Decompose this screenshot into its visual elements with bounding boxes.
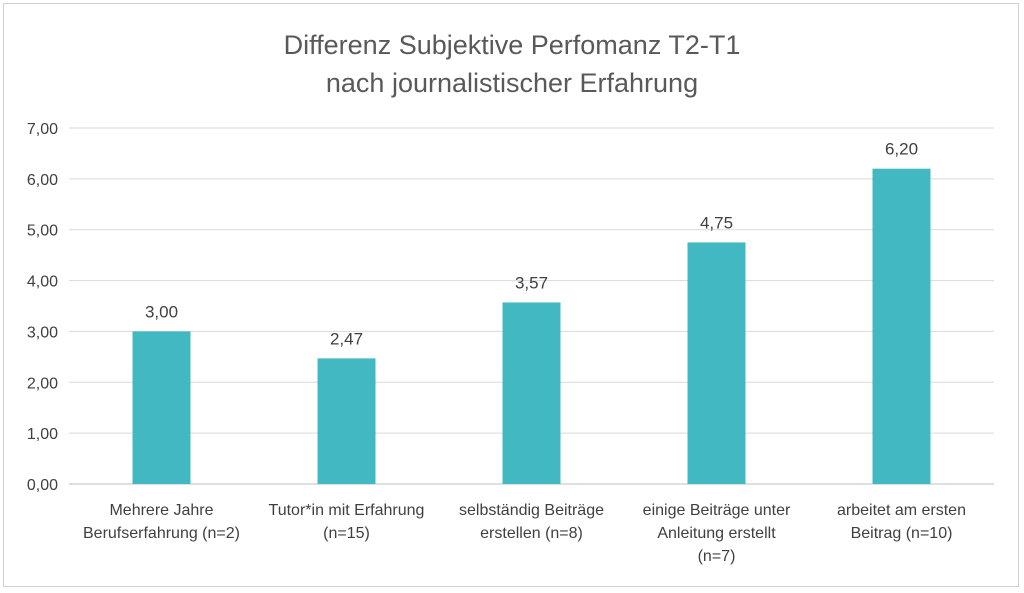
bars: 3,00 2,47 3,57 4,75 6,20 bbox=[132, 140, 931, 484]
bar-chart: Differenz Subjektive Perfomanz T2-T1 nac… bbox=[27, 30, 994, 565]
bar bbox=[687, 242, 746, 484]
chart-frame: Differenz Subjektive Perfomanz T2-T1 nac… bbox=[3, 3, 1019, 587]
bar bbox=[132, 331, 191, 484]
category-label: Mehrere Jahre bbox=[109, 502, 213, 519]
x-axis: Mehrere Jahre Berufserfahrung (n=2) Tutor*… bbox=[83, 502, 966, 565]
y-tick-label: 1,00 bbox=[27, 426, 58, 443]
y-tick-label: 4,00 bbox=[27, 274, 58, 291]
bar bbox=[317, 358, 376, 484]
bar bbox=[872, 168, 931, 484]
category-label: Tutor*in mit Erfahrung bbox=[269, 502, 425, 519]
y-tick-label: 6,00 bbox=[27, 172, 58, 189]
category-label: erstellen (n=8) bbox=[480, 525, 583, 542]
chart-title-line-1: Differenz Subjektive Perfomanz T2-T1 bbox=[284, 30, 741, 60]
category-label: (n=15) bbox=[323, 525, 370, 542]
data-label: 2,47 bbox=[330, 329, 363, 348]
y-tick-label: 0,00 bbox=[27, 477, 58, 494]
category-label: einige Beiträge unter bbox=[643, 502, 791, 519]
chart-title: Differenz Subjektive Perfomanz T2-T1 nac… bbox=[284, 30, 741, 98]
data-label: 3,00 bbox=[145, 302, 178, 321]
data-label: 3,57 bbox=[515, 273, 548, 292]
y-tick-label: 7,00 bbox=[27, 121, 58, 138]
category-label: arbeitet am ersten bbox=[837, 502, 966, 519]
category-label: Anleitung erstellt bbox=[657, 525, 776, 542]
chart-title-line-2: nach journalistischer Erfahrung bbox=[326, 68, 698, 98]
y-axis: 0,00 1,00 2,00 3,00 4,00 5,00 6,00 7,00 bbox=[27, 121, 58, 494]
category-label: selbständig Beiträge bbox=[459, 502, 604, 519]
category-label: Beitrag (n=10) bbox=[851, 525, 953, 542]
y-tick-label: 3,00 bbox=[27, 324, 58, 341]
data-label: 4,75 bbox=[700, 213, 733, 232]
category-label: (n=7) bbox=[698, 548, 736, 565]
data-label: 6,20 bbox=[885, 140, 918, 159]
bar bbox=[502, 302, 561, 484]
category-label: Berufserfahrung (n=2) bbox=[83, 525, 240, 542]
y-tick-label: 2,00 bbox=[27, 375, 58, 392]
y-tick-label: 5,00 bbox=[27, 223, 58, 240]
